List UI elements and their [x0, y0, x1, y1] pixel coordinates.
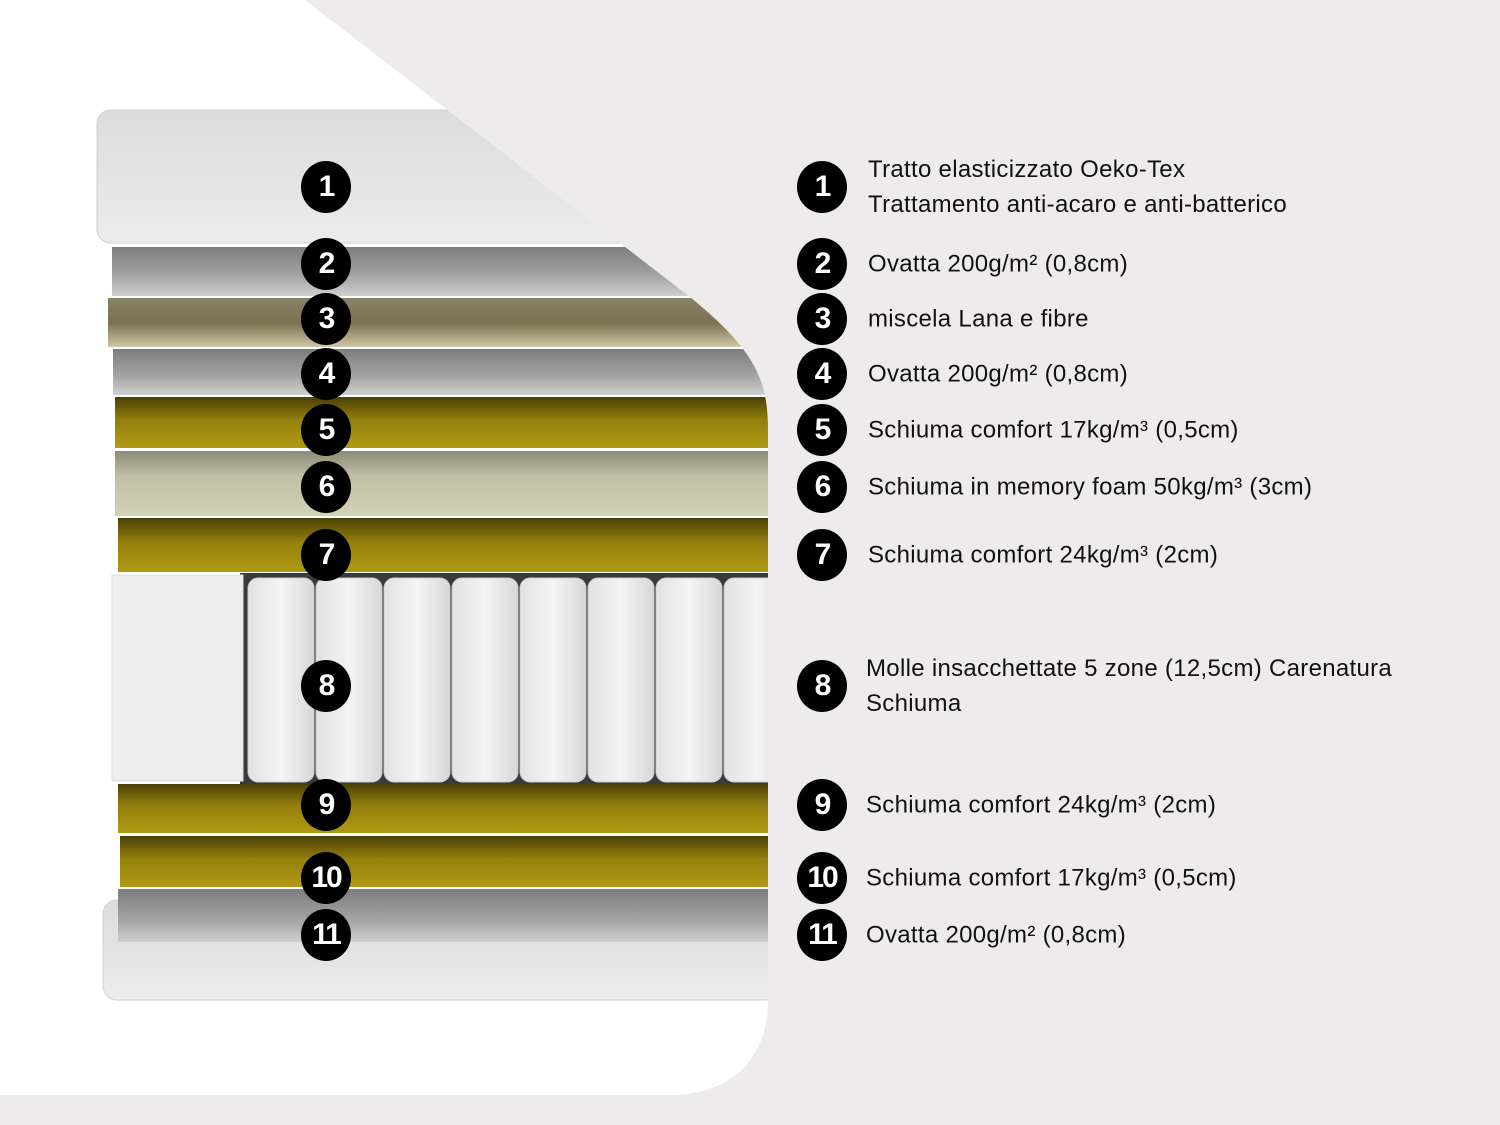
layer-label-10: Schiuma comfort 17kg/m³ (0,5cm)	[866, 861, 1237, 896]
spring-pocket	[723, 577, 768, 783]
pocket-springs	[247, 577, 768, 783]
layer-5-foam	[115, 397, 768, 448]
layer-8-foam-casing	[111, 574, 244, 782]
diagram-badge-9: 9	[301, 779, 351, 831]
layer-label-6: Schiuma in memory foam 50kg/m³ (3cm)	[868, 470, 1312, 505]
diagram-badge-8: 8	[301, 660, 351, 712]
diagram-badge-10: 10	[301, 852, 351, 904]
layer-label-line: Molle insacchettate 5 zone (12,5cm) Care…	[866, 655, 1393, 682]
layer-label-line: Trattamento anti-acaro e anti-batterico	[868, 191, 1288, 218]
layer-1-cover	[96, 109, 768, 244]
layer-label-1: Tratto elasticizzato Oeko-Tex Trattamento…	[868, 152, 1287, 222]
legend-badge-9: 9	[797, 779, 847, 831]
layer-label-8: Molle insacchettate 5 zone (12,5cm) Care…	[866, 651, 1392, 721]
diagram-badge-5: 5	[301, 404, 351, 456]
legend-badge-3: 3	[797, 293, 847, 345]
layer-label-5: Schiuma comfort 17kg/m³ (0,5cm)	[868, 413, 1239, 448]
layer-label-line: Schiuma comfort 24kg/m³ (2cm)	[868, 541, 1219, 569]
legend-badge-10: 10	[797, 852, 847, 904]
legend-badge-5: 5	[797, 404, 847, 456]
layer-label-line: Ovatta 200g/m² (0,8cm)	[868, 250, 1129, 278]
layer-label-line: Schiuma in memory foam 50kg/m³ (3cm)	[868, 473, 1313, 501]
layer-label-4: Ovatta 200g/m² (0,8cm)	[868, 357, 1128, 392]
layer-9-foam	[118, 784, 768, 833]
layer-11-wadding	[118, 889, 768, 942]
legend-badge-7: 7	[797, 529, 847, 581]
spring-pocket	[655, 577, 723, 783]
spring-pocket	[587, 577, 655, 783]
spring-pocket	[519, 577, 587, 783]
layer-label-line: Schiuma	[866, 690, 962, 717]
diagram-badge-6: 6	[301, 461, 351, 513]
layer-label-line: miscela Lana e fibre	[868, 305, 1089, 333]
layer-label-3: miscela Lana e fibre	[868, 302, 1089, 337]
layer-label-9: Schiuma comfort 24kg/m³ (2cm)	[866, 788, 1216, 823]
layer-label-line: Schiuma comfort 24kg/m³ (2cm)	[866, 791, 1217, 819]
spring-pocket	[383, 577, 451, 783]
layer-2-wadding	[112, 247, 768, 296]
legend-badge-2: 2	[797, 238, 847, 290]
layer-label-line: Tratto elasticizzato Oeko-Tex	[868, 156, 1186, 183]
legend-badge-4: 4	[797, 348, 847, 400]
legend-badge-6: 6	[797, 461, 847, 513]
layer-label-11: Ovatta 200g/m² (0,8cm)	[866, 918, 1126, 953]
legend-badge-1: 1	[797, 161, 847, 213]
layer-label-line: Ovatta 200g/m² (0,8cm)	[868, 360, 1129, 388]
layer-label-line: Schiuma comfort 17kg/m³ (0,5cm)	[866, 864, 1237, 892]
layer-label-2: Ovatta 200g/m² (0,8cm)	[868, 247, 1128, 282]
diagram-badge-7: 7	[301, 529, 351, 581]
layer-10-foam	[120, 836, 768, 887]
diagram-badge-2: 2	[301, 238, 351, 290]
legend-badge-11: 11	[797, 909, 847, 961]
layer-label-line: Schiuma comfort 17kg/m³ (0,5cm)	[868, 416, 1239, 444]
layer-4-wadding	[113, 349, 768, 395]
diagram-badge-4: 4	[301, 348, 351, 400]
diagram-badge-11: 11	[301, 909, 351, 961]
spring-pocket	[451, 577, 519, 783]
layer-label-7: Schiuma comfort 24kg/m³ (2cm)	[868, 538, 1218, 573]
layer-6-memory-foam	[115, 451, 768, 516]
diagram-badge-3: 3	[301, 293, 351, 345]
legend-badge-8: 8	[797, 660, 847, 712]
layer-3-wool	[108, 298, 768, 347]
diagram-badge-1: 1	[301, 161, 351, 213]
layer-label-line: Ovatta 200g/m² (0,8cm)	[866, 921, 1127, 949]
layer-7-foam	[118, 518, 768, 572]
